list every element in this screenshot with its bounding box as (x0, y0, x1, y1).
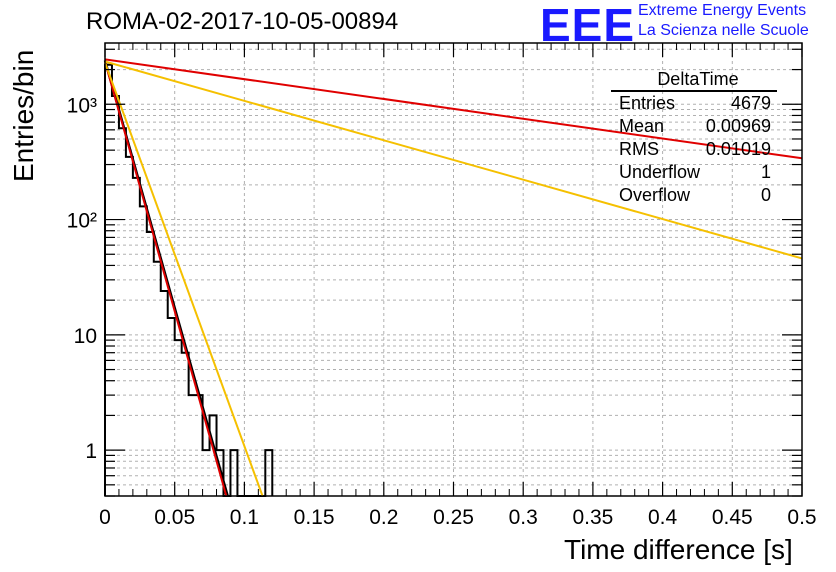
stats-row-mean: Mean 0.00969 (611, 115, 777, 138)
x-axis-label: Time difference [s] (564, 534, 793, 565)
stats-row-entries: Entries 4679 (611, 92, 777, 115)
x-tick-label: 0 (99, 506, 111, 529)
axis-ticks-layer (104, 43, 803, 497)
fit-lines-layer (103, 58, 803, 497)
fit-line-yellow-fit-flat (104, 60, 803, 260)
stats-label: Entries (619, 93, 676, 113)
stats-row-underflow: Underflow 1 (611, 161, 777, 184)
fit-line-yellow-fit-steep (104, 62, 264, 497)
x-tick-label: 0.05 (154, 506, 195, 529)
x-tick-label: 0.25 (433, 506, 474, 529)
stats-value: 1 (760, 162, 771, 182)
run-title: ROMA-02-2017-10-05-00894 (86, 8, 399, 35)
stats-value: 0 (760, 185, 771, 205)
eee-logo-line2: La Scienza nelle Scuole (638, 22, 809, 39)
stats-label: Overflow (619, 185, 691, 205)
stats-label: RMS (619, 139, 659, 159)
stats-value: 0.01019 (705, 139, 771, 159)
x-tick-label: 0.45 (712, 506, 753, 529)
y-tick-label: 10³ (67, 94, 97, 117)
stats-box: DeltaTime Entries 4679 Mean 0.00969 RMS … (611, 68, 777, 207)
eee-logo-line1: Extreme Energy Events (638, 2, 807, 19)
stats-label: Underflow (619, 162, 701, 182)
stats-label: Mean (619, 116, 665, 136)
x-tick-label: 0.35 (572, 506, 613, 529)
stats-row-overflow: Overflow 0 (611, 184, 777, 207)
x-tick-label: 0.3 (509, 506, 538, 529)
histogram-layer (104, 63, 274, 497)
y-tick-label: 10 (74, 325, 97, 348)
histogram-outline (104, 63, 274, 497)
stats-value: 4679 (730, 93, 771, 113)
x-tick-label: 0.5 (787, 506, 816, 529)
stats-row-rms: RMS 0.01019 (611, 138, 777, 161)
fit-line-red-fit-steep (104, 61, 228, 497)
x-tick-label: 0.1 (230, 506, 259, 529)
x-tick-label: 0.4 (648, 506, 678, 529)
eee-logo: EEE (540, 0, 636, 51)
tick-labels-layer: 0 0.05 0.1 0.15 0.2 0.25 0.3 0.35 0.4 0.45 0.51101… (67, 94, 817, 529)
stats-title: DeltaTime (611, 68, 777, 92)
y-tick-label: 10² (67, 210, 97, 233)
y-axis-label: Entries/bin (8, 49, 39, 182)
fit-line-red-fit-flat (104, 58, 803, 160)
x-tick-label: 0.15 (294, 506, 335, 529)
x-tick-label: 0.2 (369, 506, 398, 529)
stats-value: 0.00969 (705, 116, 771, 136)
y-tick-label: 1 (85, 440, 97, 463)
